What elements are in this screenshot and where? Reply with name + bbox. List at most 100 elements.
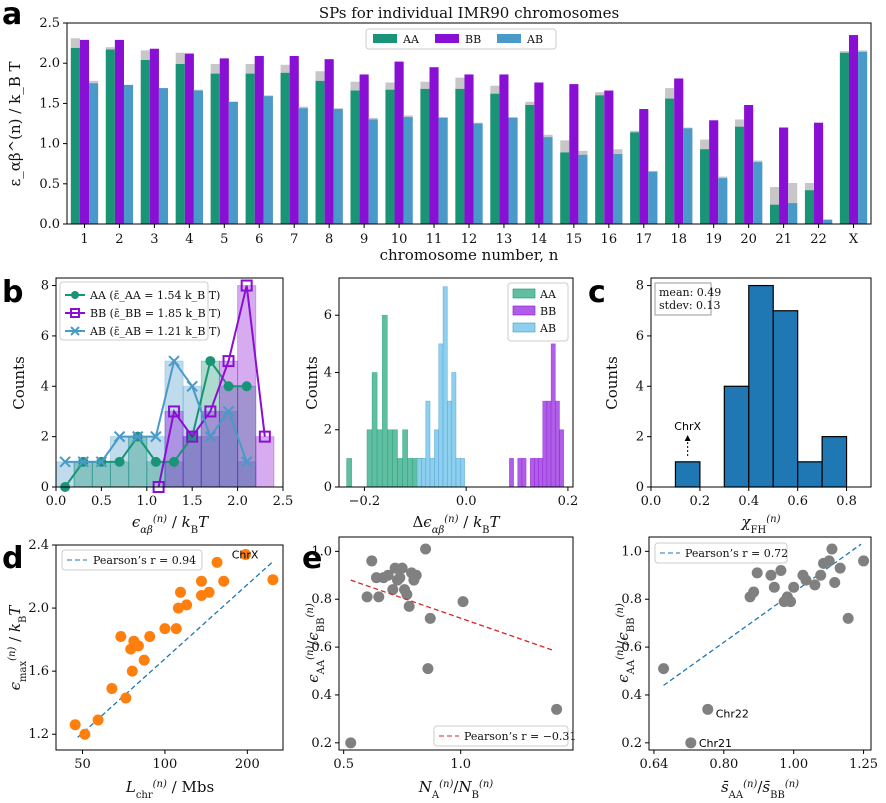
x-tick-label: 5 <box>220 232 228 247</box>
hist-bar-BB <box>200 410 220 488</box>
bar-BB-12 <box>464 74 474 225</box>
data-point <box>768 581 780 593</box>
bar-AB-22 <box>823 219 833 224</box>
marker-AA <box>205 356 216 367</box>
marker-BB <box>168 405 181 418</box>
label-part: s̄ <box>762 778 770 796</box>
label-part: B <box>191 525 198 536</box>
y-tick-label: 6 <box>636 329 644 344</box>
label-part: αβ <box>432 525 445 536</box>
bar-AA-5 <box>210 73 220 224</box>
x-tick-label: 14 <box>531 232 548 247</box>
data-point <box>826 543 838 555</box>
bar-AB-2 <box>123 84 134 225</box>
data-point <box>361 591 373 603</box>
data-point <box>195 575 207 587</box>
y-tick-label: 1.0 <box>621 544 642 559</box>
bar-AA-6 <box>245 73 255 224</box>
label-part: (n) <box>305 603 316 617</box>
legend-label-AA: AA <box>539 288 557 301</box>
y-tick-label: 0 <box>41 480 49 495</box>
label-part: (n) <box>785 779 799 790</box>
legend-swatch-BB <box>435 34 459 43</box>
label-part: ϵ <box>132 513 141 531</box>
x-tick-label: 0.2 <box>558 494 579 509</box>
hist-bar-AB <box>416 458 422 488</box>
hist-bar-AB <box>438 343 444 488</box>
label-part: AA <box>316 659 327 675</box>
marker-AA <box>241 381 252 392</box>
y-tick-label: 0 <box>324 480 332 495</box>
bar-AA-4 <box>175 64 185 224</box>
bar-AA-11 <box>420 88 430 224</box>
x-tick-label: 0.6 <box>787 494 808 509</box>
data-point <box>366 555 378 567</box>
label-part: L <box>125 778 136 796</box>
label-part: (n) <box>766 514 780 525</box>
bar-AA-18 <box>665 98 675 224</box>
bar-BB-3 <box>149 48 159 225</box>
fit-line <box>350 579 555 652</box>
data-point <box>382 569 394 581</box>
data-point <box>211 556 223 568</box>
bar-AB-3 <box>158 88 169 225</box>
x-tick-label: 1.5 <box>182 494 203 509</box>
data-point <box>420 543 432 555</box>
x-tick-label: −0.2 <box>349 494 381 509</box>
panel-letter-b: b <box>2 275 23 310</box>
marker-AB <box>222 405 235 418</box>
x-axis-label: chromosome number, n <box>380 246 559 264</box>
data-point <box>422 663 434 675</box>
x-tick-label: 100 <box>153 757 178 772</box>
legend-marker-AB <box>70 326 80 336</box>
x-tick-label: 10 <box>391 232 408 247</box>
hist-bar-chi <box>674 461 701 488</box>
bar-BB-1 <box>79 39 90 224</box>
legend-box <box>433 725 569 747</box>
data-point <box>175 586 187 598</box>
data-point <box>751 567 763 579</box>
label-part: (n) <box>153 514 167 525</box>
line-BB <box>157 285 266 488</box>
hist-bar-AB <box>442 286 448 488</box>
bar-AA-2 <box>105 49 115 225</box>
hist-bar-BB <box>546 400 552 488</box>
y-axis-label: Counts <box>10 356 28 410</box>
axes-frame <box>648 536 872 751</box>
label-part: ϵ <box>423 513 432 531</box>
y-tick-label: 8 <box>636 279 644 294</box>
data-point <box>702 703 714 715</box>
data-point <box>92 714 104 726</box>
legend-label-AB: AB <box>526 33 543 46</box>
bar-BB-7 <box>289 55 299 224</box>
bar-AA-16 <box>595 95 605 224</box>
x-tick-label: 1.0 <box>450 757 471 772</box>
x-tick-label: 1.00 <box>779 757 808 772</box>
data-point <box>815 569 827 581</box>
x-tick-label: 2.0 <box>227 494 248 509</box>
y-tick-label: 2.4 <box>28 538 49 553</box>
label-part: (n) <box>615 603 626 617</box>
axes-frame <box>55 544 284 751</box>
hist-bar-chi <box>723 385 750 488</box>
x-tick-label: 20 <box>740 232 757 247</box>
bar-AB-4 <box>193 90 203 224</box>
legend-swatch-AB <box>497 34 521 43</box>
y-tick-label: 0.0 <box>39 217 60 232</box>
label-part: k <box>473 513 482 531</box>
label-part: BB <box>316 617 327 632</box>
y-tick-label: 0.8 <box>311 592 332 607</box>
label-part: Δ <box>412 513 423 531</box>
x-tick-label: 1 <box>80 232 88 247</box>
data-point <box>775 565 787 577</box>
y-tick-label: 2.5 <box>39 16 60 31</box>
hist-bar-AA <box>392 429 398 488</box>
data-point <box>345 737 357 749</box>
label-part: / <box>167 513 182 531</box>
label-part: / <box>304 640 322 646</box>
legend-box <box>59 281 209 341</box>
bar-AA-15 <box>560 152 570 224</box>
bar-BB-4 <box>184 53 194 224</box>
marker-AB <box>113 430 126 443</box>
